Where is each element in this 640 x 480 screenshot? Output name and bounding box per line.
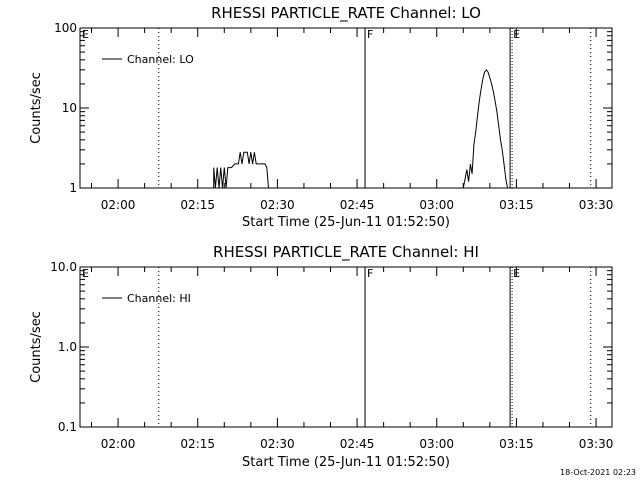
y-tick-label: 1.0 — [58, 340, 77, 354]
x-tick-label: 02:30 — [260, 198, 295, 212]
x-tick-label: 02:00 — [101, 198, 136, 212]
footer-timestamp: 18-Oct-2021 02:23 — [560, 468, 636, 477]
x-tick-label: 02:15 — [180, 437, 215, 451]
legend-label: Channel: LO — [127, 53, 194, 66]
y-tick-label: 10.0 — [50, 260, 77, 274]
chart-title: RHESSI PARTICLE_RATE Channel: LO — [211, 4, 481, 23]
x-tick-label: 03:00 — [419, 198, 454, 212]
x-tick-label: 02:15 — [180, 198, 215, 212]
x-tick-label: 02:45 — [340, 437, 375, 451]
marker-label-f: F — [367, 28, 373, 41]
marker-label-e: E — [82, 267, 89, 280]
y-tick-label: 100 — [54, 21, 77, 35]
x-axis-label: Start Time (25-Jun-11 01:52:50) — [242, 455, 450, 470]
x-tick-label: 02:30 — [260, 437, 295, 451]
marker-label-e: E — [82, 28, 89, 41]
x-tick-label: 02:45 — [340, 198, 375, 212]
y-tick-label: 10 — [62, 101, 77, 115]
series-line — [213, 68, 508, 189]
x-tick-label: 03:00 — [419, 437, 454, 451]
x-tick-label: 03:30 — [579, 437, 614, 451]
y-tick-label: 1 — [69, 181, 77, 195]
y-tick-label: 0.1 — [58, 420, 77, 434]
marker-label-f: F — [367, 267, 373, 280]
x-tick-label: 03:15 — [499, 437, 534, 451]
x-tick-label: 03:30 — [579, 198, 614, 212]
y-axis-label: Counts/sec — [29, 311, 44, 383]
x-tick-label: 02:00 — [101, 437, 136, 451]
plot-frame — [79, 27, 613, 189]
x-axis-label: Start Time (25-Jun-11 01:52:50) — [242, 215, 450, 230]
x-tick-label: 03:15 — [499, 198, 534, 212]
y-axis-label: Counts/sec — [29, 72, 44, 144]
marker-label-e: E — [513, 267, 520, 280]
plot-frame — [79, 266, 613, 428]
marker-label-e: E — [513, 28, 520, 41]
chart-title: RHESSI PARTICLE_RATE Channel: HI — [213, 243, 479, 262]
panel-hi-channel: RHESSI PARTICLE_RATE Channel: HI 0.1 1.0 10… — [29, 243, 613, 470]
legend-label: Channel: HI — [127, 292, 191, 305]
panel-lo-channel: RHESSI PARTICLE_RATE Channel: LO 1 10 100 02… — [29, 4, 613, 230]
